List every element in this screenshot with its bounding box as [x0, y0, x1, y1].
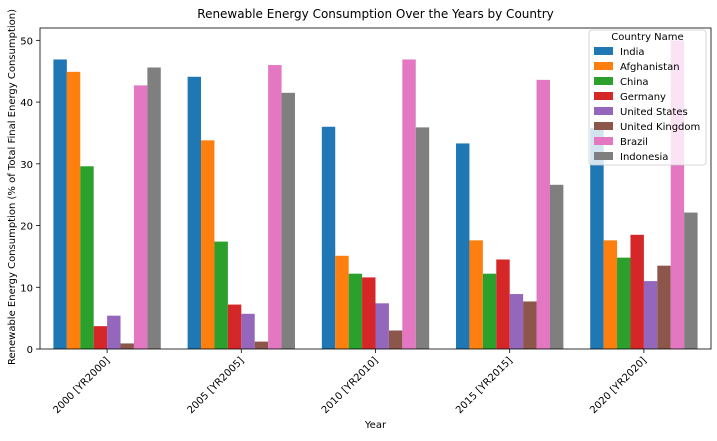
bar [107, 315, 121, 349]
y-tick-label: 50 [20, 36, 33, 47]
y-tick-label: 40 [20, 98, 33, 109]
x-tick-label: 2010 [YR2010] [320, 355, 381, 416]
bar [603, 240, 618, 349]
bar [227, 304, 242, 349]
legend-swatch [594, 47, 613, 55]
legend-label: China [620, 77, 649, 88]
bar [630, 234, 644, 349]
chart-title: Renewable Energy Consumption Over the Ye… [197, 7, 553, 21]
y-tick-label: 20 [20, 222, 33, 233]
legend-swatch [594, 77, 613, 85]
y-tick-label: 0 [27, 345, 33, 356]
legend-label: United States [620, 107, 688, 118]
legend-label: Brazil [620, 137, 648, 148]
bar [684, 212, 698, 349]
bar [147, 67, 161, 349]
x-tick-label: 2000 [YR2000] [51, 355, 112, 416]
legend-title: Country Name [611, 32, 683, 43]
bar [643, 281, 658, 349]
bar [362, 277, 376, 349]
bar [375, 303, 389, 349]
bar [214, 241, 228, 349]
bar [335, 255, 349, 349]
bar [482, 273, 497, 349]
bar [133, 85, 148, 350]
bar [187, 76, 202, 350]
bar [496, 259, 510, 349]
bar [523, 301, 537, 349]
legend-label: Indonesia [620, 152, 668, 163]
bar [201, 140, 215, 349]
bar [66, 71, 81, 349]
bar [388, 330, 403, 349]
x-axis-label: Year [364, 420, 387, 431]
legend: Country Name India Afghanistan China Germany… [588, 29, 707, 166]
x-tick-label: 2020 [YR2020] [588, 355, 649, 416]
legend-label: Afghanistan [620, 62, 680, 73]
bar [536, 79, 550, 349]
bar [254, 341, 269, 349]
bar [469, 240, 483, 349]
bar [321, 126, 336, 350]
bar [590, 128, 604, 349]
bar [549, 184, 564, 349]
x-tick-label: 2015 [YR2015] [454, 355, 515, 416]
legend-swatch [594, 122, 613, 130]
y-axis-label: Renewable Energy Consumption (% of Total… [7, 9, 18, 365]
legend-swatch [594, 152, 613, 160]
legend-swatch [594, 62, 613, 70]
y-tick-label: 30 [20, 160, 33, 171]
bar [617, 257, 631, 349]
bar [509, 294, 524, 349]
bar [120, 343, 134, 349]
x-tick-label: 2005 [YR2005] [186, 355, 247, 416]
bar [348, 273, 363, 349]
legend-label: Germany [620, 92, 666, 103]
bar [93, 326, 108, 349]
bar [402, 59, 416, 349]
y-tick-label: 10 [20, 283, 33, 294]
bar [268, 65, 282, 350]
bar [53, 59, 67, 349]
legend-swatch [594, 92, 613, 100]
legend-swatch [594, 137, 613, 145]
legend-box [588, 29, 707, 166]
legend-label: United Kingdom [620, 122, 700, 133]
bar [657, 265, 671, 349]
bar [415, 127, 430, 349]
bar [241, 313, 255, 349]
bar [456, 143, 470, 349]
legend-label: India [620, 47, 645, 58]
legend-swatch [594, 107, 613, 115]
bars-group [53, 40, 698, 350]
bar [281, 92, 295, 349]
bar [80, 166, 94, 349]
